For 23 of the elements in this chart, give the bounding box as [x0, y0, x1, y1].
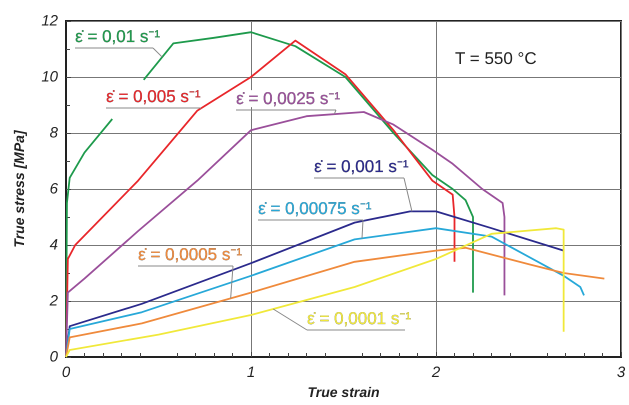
series-label: ε̇ = 0,005 s⁻¹: [106, 87, 201, 106]
y-tick-label: 8: [50, 124, 59, 142]
series-label: ε̇ = 0,0001 s⁻¹: [307, 309, 412, 328]
y-tick-label: 6: [50, 180, 59, 198]
text: ε̇ = 0,001 s⁻¹: [314, 157, 409, 176]
series-label: ε̇ = 0,00075 s⁻¹: [258, 199, 372, 218]
x-tick-label: 1: [246, 364, 256, 381]
line-series: [65, 246, 606, 358]
y-tick-label: 10: [41, 68, 59, 86]
series-label: ε̇ = 0,0025 s⁻¹: [236, 89, 340, 108]
y-axis-title: True stress [MPa]: [11, 129, 27, 248]
y-tick-label: 12: [41, 12, 59, 30]
annotation: T = 550 °C: [455, 49, 537, 68]
series-label: ε̇ = 0,01 s⁻¹: [75, 27, 160, 46]
y-tick-label: 0: [50, 348, 59, 366]
x-axis-title: True strain: [307, 384, 380, 400]
line-series: [65, 111, 506, 358]
series-label: ε̇ = 0,0005 s⁻¹: [138, 245, 242, 264]
x-tick-label: 0: [62, 364, 71, 381]
y-tick-label: 2: [48, 292, 59, 310]
x-tick-label: 2: [430, 364, 441, 381]
x-tick-label: 3: [616, 364, 626, 381]
y-tick-label: 4: [50, 236, 58, 254]
